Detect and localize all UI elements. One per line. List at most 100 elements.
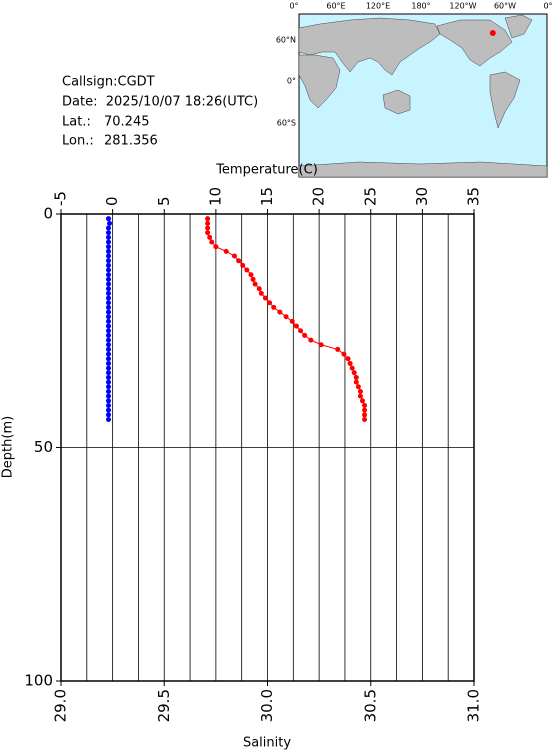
profile-point	[105, 276, 111, 282]
profile-point	[105, 412, 111, 418]
profile-point	[105, 374, 111, 380]
x2-tick-label: 30.5	[361, 689, 379, 722]
lat-label: Lat.:	[62, 115, 91, 130]
profile-point	[250, 276, 256, 282]
date: Date: 2025/10/07 18:26(UTC)	[62, 95, 258, 110]
lon-label: Lon.:	[62, 134, 94, 149]
profile-point	[318, 342, 324, 348]
x-tick-label: 25	[361, 187, 379, 206]
profile-point	[353, 379, 359, 385]
profile-point	[105, 407, 111, 413]
lon-value: 281.356	[104, 134, 158, 149]
map-lon-label: 60°W	[494, 2, 516, 11]
x-tick-label: 30	[413, 187, 431, 206]
profile-point	[105, 300, 111, 306]
profile-point	[289, 318, 295, 324]
profile-point	[105, 346, 111, 352]
profile-point	[205, 225, 211, 231]
profile-point	[105, 332, 111, 338]
x2-tick-label: 29.5	[155, 689, 173, 722]
profile-point	[105, 244, 111, 250]
profile-point	[362, 402, 368, 408]
profile-point	[341, 351, 347, 357]
profile-point	[105, 216, 111, 222]
profile-point	[244, 267, 250, 273]
profile-point	[205, 216, 211, 222]
y-tick-label: 50	[34, 438, 53, 456]
profile-point	[351, 370, 357, 376]
x2-axis-title: Salinity	[243, 736, 291, 751]
profile-point	[236, 258, 242, 264]
profile-point	[105, 304, 111, 310]
profile-point	[105, 356, 111, 362]
x-tick-label: -5	[52, 191, 70, 206]
profile-point	[105, 314, 111, 320]
profile-point	[347, 360, 353, 366]
profile-point	[105, 286, 111, 292]
x2-tick-label: 30.0	[258, 689, 276, 722]
map-lon-label: 120°W	[449, 2, 476, 11]
profile-point	[353, 374, 359, 380]
profile-point	[207, 234, 213, 240]
profile-point	[277, 309, 283, 315]
profile-point	[105, 281, 111, 287]
profile-point	[105, 295, 111, 301]
profile-point	[105, 328, 111, 334]
profile-point	[105, 398, 111, 404]
map-lon-label: 120°E	[366, 2, 390, 11]
profile-point	[308, 337, 314, 343]
profile-point	[283, 314, 289, 320]
map-lat-label: 60°S	[277, 119, 296, 128]
profile-point	[105, 267, 111, 273]
profile-point	[105, 272, 111, 278]
x-axis-title: Temperature(C)	[215, 163, 318, 178]
profile-point	[240, 262, 246, 268]
profile-point	[105, 379, 111, 385]
y-axis-title: Depth(m)	[1, 416, 16, 478]
profile-point	[107, 220, 113, 226]
y-tick-label: 100	[24, 672, 53, 690]
profile-point	[267, 300, 273, 306]
x2-tick-label: 29.0	[52, 689, 70, 722]
profile-point	[252, 281, 258, 287]
x-tick-label: 5	[155, 196, 173, 206]
profile-point	[357, 388, 363, 394]
profile-point	[258, 290, 264, 296]
lat-value: 70.245	[104, 115, 150, 130]
profile-point	[105, 323, 111, 329]
profile-point	[105, 393, 111, 399]
profile-point	[359, 398, 365, 404]
profile-point	[105, 384, 111, 390]
y-tick-label: 0	[43, 205, 53, 223]
map-lon-label: 60°E	[326, 2, 345, 11]
profile-point	[105, 402, 111, 408]
x-tick-label: 15	[258, 187, 276, 206]
profile-point	[105, 309, 111, 315]
profile-point	[355, 384, 361, 390]
profile-point	[105, 318, 111, 324]
x-tick-label: 10	[206, 187, 224, 206]
profile-point	[105, 290, 111, 296]
map-lat-label: 0°	[287, 77, 296, 86]
profile-point	[223, 248, 229, 254]
station-marker	[489, 30, 496, 37]
profile-point	[231, 253, 237, 259]
profile-point	[105, 225, 111, 231]
callsign: Callsign:CGDT	[62, 75, 155, 90]
map-lon-label: 180°	[411, 2, 430, 11]
profile-point	[256, 286, 262, 292]
profile-point	[105, 388, 111, 394]
profile-point	[105, 239, 111, 245]
profile-point	[362, 407, 368, 413]
profile-point	[357, 393, 363, 399]
profile-point	[209, 239, 215, 245]
profile-point	[248, 272, 254, 278]
profile-point	[105, 262, 111, 268]
profile-point	[335, 346, 341, 352]
profile-point	[213, 244, 219, 250]
profile-point	[105, 365, 111, 371]
profile-point	[105, 337, 111, 343]
x-tick-label: 20	[310, 187, 328, 206]
map-lat-label: 60°N	[276, 36, 296, 45]
